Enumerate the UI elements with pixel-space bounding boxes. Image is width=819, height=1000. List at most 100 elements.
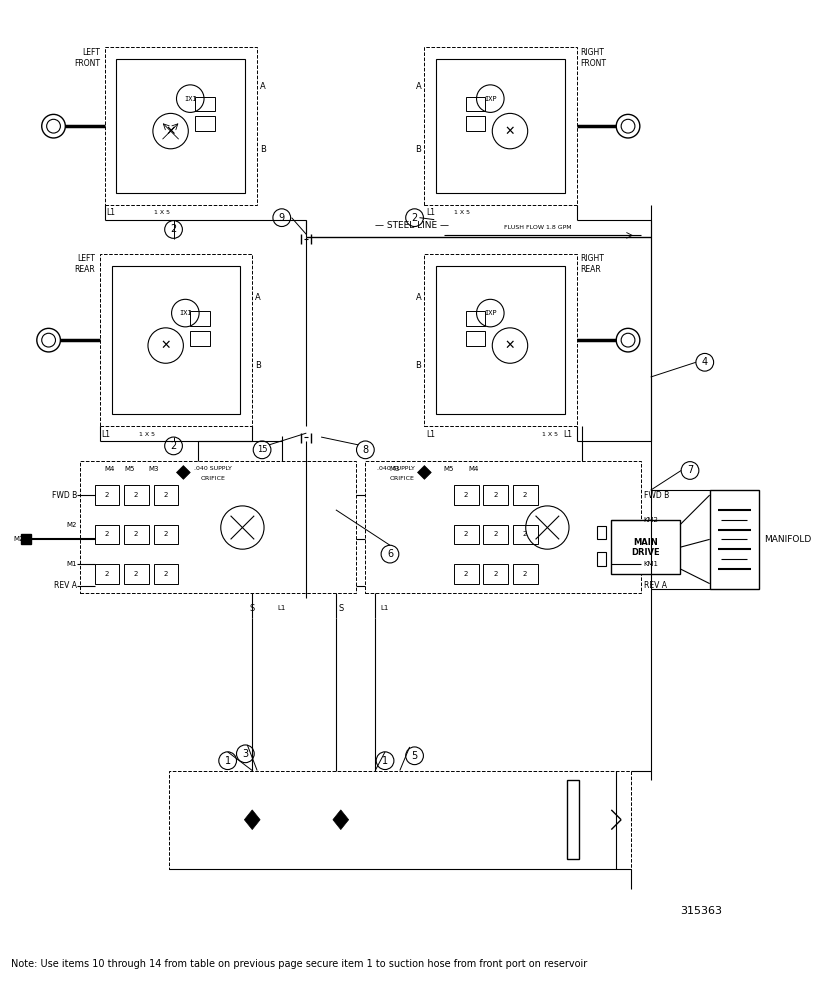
Text: 2: 2 bbox=[463, 531, 468, 537]
Bar bbox=[100, 254, 252, 426]
Text: L1: L1 bbox=[426, 208, 435, 217]
Text: 2: 2 bbox=[133, 492, 138, 498]
Bar bbox=[567, 780, 578, 859]
Text: 2: 2 bbox=[163, 531, 168, 537]
Bar bbox=[454, 564, 478, 584]
Text: 1: 1 bbox=[224, 756, 230, 766]
Bar bbox=[454, 525, 478, 544]
Text: 2: 2 bbox=[170, 224, 176, 234]
Text: KM2: KM2 bbox=[643, 517, 658, 523]
Text: 1: 1 bbox=[382, 756, 387, 766]
Text: 9: 9 bbox=[278, 213, 284, 223]
Text: M5: M5 bbox=[443, 466, 454, 472]
Text: 2: 2 bbox=[522, 571, 527, 577]
Text: L1: L1 bbox=[563, 430, 572, 439]
Bar bbox=[154, 525, 179, 544]
Text: 4: 4 bbox=[701, 357, 707, 367]
Text: .040 SUPPLY: .040 SUPPLY bbox=[194, 466, 232, 471]
Text: M2: M2 bbox=[13, 536, 24, 542]
Text: IXI: IXI bbox=[179, 310, 192, 316]
Bar bbox=[116, 59, 245, 193]
Bar bbox=[190, 331, 210, 346]
Text: 2: 2 bbox=[492, 492, 497, 498]
Bar bbox=[465, 97, 485, 111]
Text: DRIVE: DRIVE bbox=[631, 548, 659, 557]
Text: A: A bbox=[415, 293, 421, 302]
Polygon shape bbox=[417, 466, 431, 479]
Text: 15: 15 bbox=[256, 445, 267, 454]
Text: ORIFICE: ORIFICE bbox=[389, 476, 414, 481]
Text: B: B bbox=[260, 145, 265, 154]
Bar bbox=[454, 485, 478, 505]
Text: L1: L1 bbox=[426, 430, 435, 439]
Text: 2: 2 bbox=[463, 492, 468, 498]
Bar bbox=[154, 564, 179, 584]
Text: REV A: REV A bbox=[54, 581, 77, 590]
Bar bbox=[154, 485, 179, 505]
Text: FWD B: FWD B bbox=[52, 491, 77, 500]
Text: RIGHT: RIGHT bbox=[579, 48, 603, 57]
Bar bbox=[169, 771, 630, 869]
Bar bbox=[95, 564, 120, 584]
Text: LEFT: LEFT bbox=[82, 48, 100, 57]
Bar bbox=[513, 564, 537, 584]
Polygon shape bbox=[176, 466, 190, 479]
Text: REAR: REAR bbox=[579, 265, 600, 274]
Text: — STEEL LINE —: — STEEL LINE — bbox=[375, 221, 449, 230]
Text: M1: M1 bbox=[66, 561, 77, 567]
Text: M5: M5 bbox=[124, 466, 134, 472]
Text: 2: 2 bbox=[522, 531, 527, 537]
Text: ✕: ✕ bbox=[505, 125, 514, 138]
Text: A: A bbox=[260, 82, 265, 91]
Text: 315363: 315363 bbox=[679, 906, 722, 916]
Text: 7: 7 bbox=[686, 465, 692, 475]
Bar bbox=[436, 266, 564, 414]
Text: IXI: IXI bbox=[183, 96, 197, 102]
Text: .040 SUPPLY: .040 SUPPLY bbox=[376, 466, 414, 471]
Text: 2: 2 bbox=[133, 571, 138, 577]
Text: B: B bbox=[415, 361, 421, 370]
Text: ORIFICE: ORIFICE bbox=[200, 476, 225, 481]
Bar bbox=[483, 485, 508, 505]
Text: L1: L1 bbox=[102, 430, 111, 439]
Bar bbox=[513, 525, 537, 544]
Text: 2: 2 bbox=[411, 213, 417, 223]
Text: 2: 2 bbox=[492, 571, 497, 577]
Bar bbox=[80, 461, 355, 593]
Bar bbox=[111, 266, 240, 414]
Text: B: B bbox=[415, 145, 421, 154]
Bar bbox=[424, 254, 577, 426]
Text: M3: M3 bbox=[389, 466, 400, 472]
Bar bbox=[483, 564, 508, 584]
Text: IXP: IXP bbox=[483, 96, 496, 102]
Text: 2: 2 bbox=[104, 531, 109, 537]
Text: L1: L1 bbox=[380, 605, 389, 611]
Text: 1 X 5: 1 X 5 bbox=[454, 210, 469, 215]
Bar bbox=[21, 534, 31, 544]
Text: ✕: ✕ bbox=[505, 339, 514, 352]
Text: 3: 3 bbox=[242, 749, 248, 759]
Text: S: S bbox=[337, 604, 343, 613]
Text: ✕: ✕ bbox=[161, 339, 170, 352]
Text: 1 X 5: 1 X 5 bbox=[542, 432, 558, 437]
Bar bbox=[365, 461, 640, 593]
Bar bbox=[124, 564, 149, 584]
Text: Note: Use items 10 through 14 from table on previous page secure item 1 to sucti: Note: Use items 10 through 14 from table… bbox=[11, 959, 586, 969]
Bar bbox=[95, 525, 120, 544]
Polygon shape bbox=[333, 810, 348, 830]
Text: MANIFOLD: MANIFOLD bbox=[762, 535, 810, 544]
Text: 2: 2 bbox=[104, 492, 109, 498]
Text: REAR: REAR bbox=[74, 265, 95, 274]
Bar bbox=[436, 59, 564, 193]
Bar bbox=[124, 485, 149, 505]
Text: 2: 2 bbox=[163, 571, 168, 577]
Bar bbox=[105, 47, 257, 205]
Text: IXP: IXP bbox=[483, 310, 496, 316]
Bar bbox=[124, 525, 149, 544]
Bar bbox=[195, 116, 215, 131]
Bar bbox=[424, 47, 577, 205]
Text: 1 X 5: 1 X 5 bbox=[139, 432, 155, 437]
Text: A: A bbox=[415, 82, 421, 91]
Text: L1: L1 bbox=[106, 208, 115, 217]
Text: FRONT: FRONT bbox=[74, 59, 100, 68]
